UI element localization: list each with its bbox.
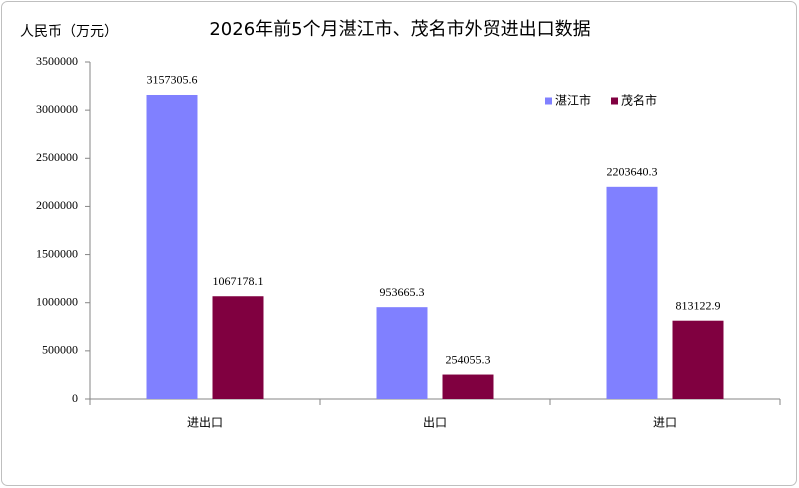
- bar: [672, 320, 724, 399]
- y-tick-label: 500000: [42, 343, 78, 357]
- data-label: 3157305.6: [147, 73, 198, 87]
- y-tick-label: 0: [72, 391, 78, 405]
- y-tick-label: 3500000: [36, 54, 78, 68]
- legend-label: 茂名市: [621, 93, 657, 108]
- data-label: 953665.3: [380, 285, 425, 299]
- legend-label: 湛江市: [555, 93, 591, 108]
- bar: [376, 307, 428, 399]
- bar: [146, 94, 198, 399]
- legend-swatch: [611, 97, 618, 105]
- data-label: 2203640.3: [607, 165, 658, 179]
- y-tick-label: 2500000: [36, 150, 78, 164]
- bar: [606, 186, 658, 399]
- y-tick-label: 1500000: [36, 246, 78, 260]
- y-tick-label: 1000000: [36, 294, 78, 308]
- data-label: 1067178.1: [213, 274, 264, 288]
- data-label: 254055.3: [446, 352, 491, 366]
- chart-title: 2026年前5个月湛江市、茂名市外贸进出口数据: [209, 19, 590, 40]
- legend-swatch: [545, 97, 552, 105]
- y-axis-label: 人民币（万元）: [20, 24, 118, 40]
- bar: [442, 374, 494, 399]
- x-tick-label: 进口: [653, 416, 677, 430]
- x-tick-label: 进出口: [187, 416, 223, 430]
- y-tick-label: 2000000: [36, 198, 78, 212]
- data-label: 813122.9: [676, 298, 721, 312]
- x-tick-label: 出口: [423, 416, 447, 430]
- bar: [212, 296, 264, 399]
- y-tick-label: 3000000: [36, 102, 78, 116]
